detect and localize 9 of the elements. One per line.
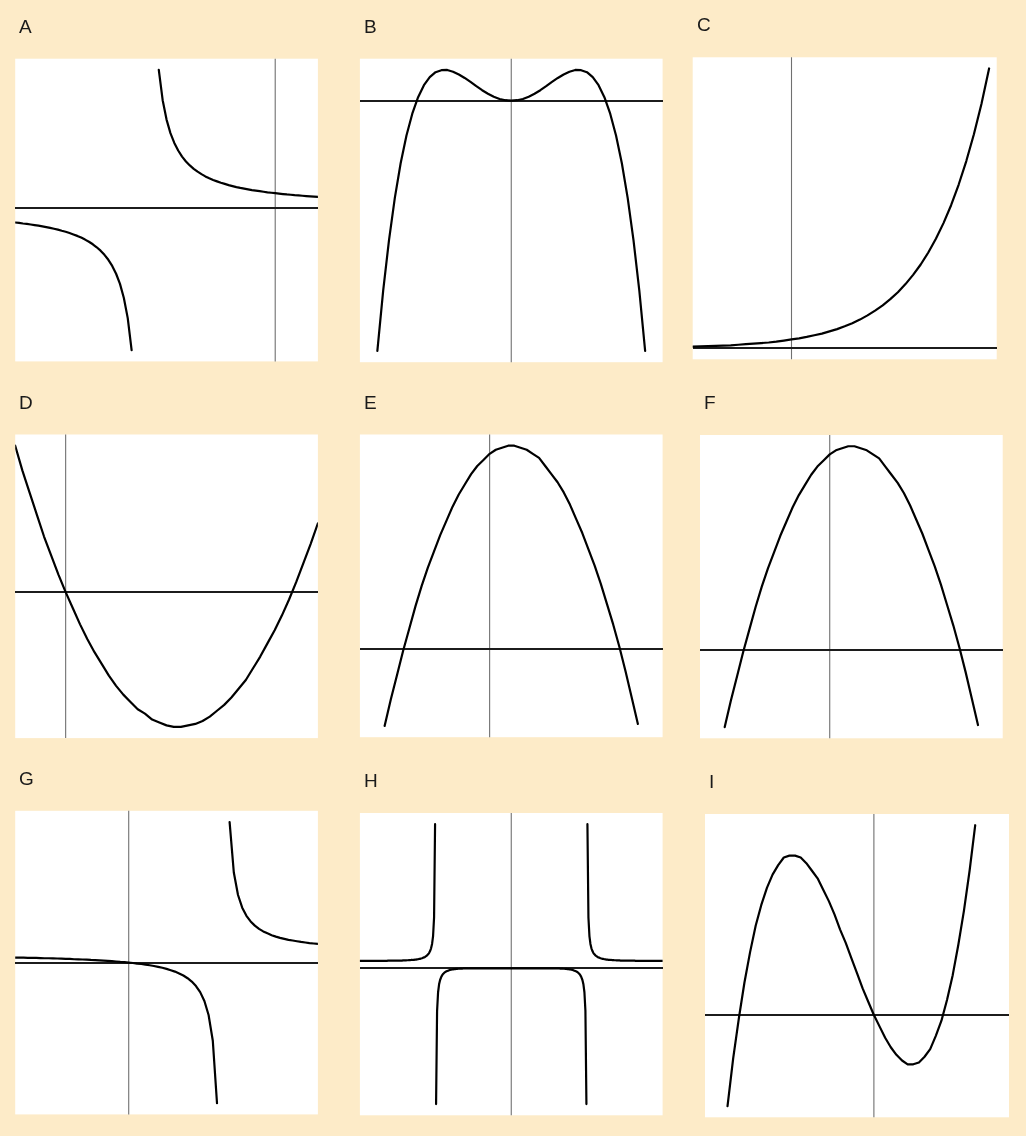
chart-title: G <box>19 768 34 789</box>
chart-title: B <box>364 16 377 37</box>
chart-title: I <box>709 771 715 792</box>
chart-title: H <box>364 770 378 791</box>
chart-title: F <box>704 392 716 413</box>
chart-title: D <box>19 392 33 413</box>
chart-title: C <box>697 14 711 35</box>
chart-title: A <box>19 16 32 37</box>
chart-title: E <box>364 392 377 413</box>
